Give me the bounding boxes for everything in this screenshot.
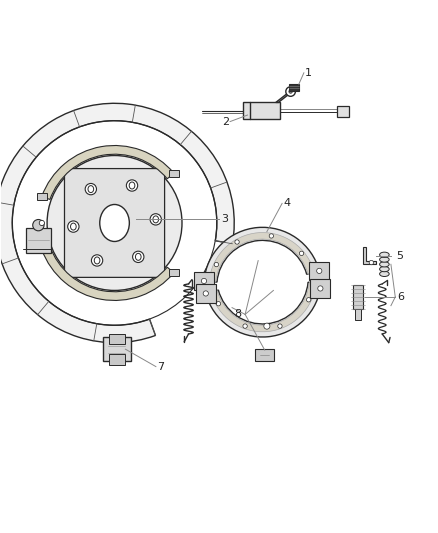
- Wedge shape: [42, 246, 174, 301]
- FancyBboxPatch shape: [103, 337, 131, 361]
- FancyBboxPatch shape: [109, 354, 124, 365]
- Circle shape: [318, 286, 323, 291]
- Wedge shape: [204, 228, 319, 282]
- Polygon shape: [363, 247, 376, 264]
- FancyBboxPatch shape: [196, 284, 216, 303]
- FancyBboxPatch shape: [26, 228, 50, 253]
- Circle shape: [369, 261, 374, 265]
- FancyBboxPatch shape: [194, 272, 214, 290]
- FancyBboxPatch shape: [355, 309, 361, 320]
- Circle shape: [85, 183, 96, 195]
- FancyBboxPatch shape: [255, 349, 274, 360]
- FancyBboxPatch shape: [289, 84, 299, 91]
- Circle shape: [92, 255, 103, 266]
- FancyBboxPatch shape: [169, 269, 179, 276]
- FancyBboxPatch shape: [353, 285, 364, 309]
- Polygon shape: [276, 92, 292, 102]
- Circle shape: [307, 297, 311, 302]
- Circle shape: [126, 180, 138, 191]
- FancyBboxPatch shape: [36, 193, 47, 200]
- Circle shape: [39, 220, 45, 225]
- FancyBboxPatch shape: [64, 168, 165, 277]
- Circle shape: [133, 251, 144, 263]
- Circle shape: [243, 324, 247, 328]
- FancyBboxPatch shape: [311, 279, 330, 297]
- Circle shape: [150, 214, 161, 225]
- Ellipse shape: [94, 257, 100, 264]
- Circle shape: [299, 251, 304, 255]
- Text: 1: 1: [305, 68, 312, 78]
- Circle shape: [269, 234, 274, 238]
- Wedge shape: [206, 282, 321, 337]
- Text: 2: 2: [222, 117, 229, 126]
- Circle shape: [278, 324, 282, 328]
- FancyBboxPatch shape: [36, 246, 47, 253]
- Circle shape: [286, 87, 295, 96]
- Wedge shape: [42, 146, 174, 199]
- Circle shape: [203, 291, 208, 296]
- Ellipse shape: [380, 252, 389, 257]
- Circle shape: [201, 278, 207, 284]
- Text: 7: 7: [157, 361, 164, 372]
- Circle shape: [235, 240, 239, 244]
- FancyBboxPatch shape: [109, 334, 124, 344]
- Text: 5: 5: [396, 251, 403, 261]
- Wedge shape: [0, 103, 234, 343]
- Ellipse shape: [135, 253, 141, 260]
- FancyBboxPatch shape: [336, 107, 349, 117]
- Ellipse shape: [129, 182, 135, 189]
- Text: 3: 3: [221, 214, 228, 224]
- Ellipse shape: [100, 205, 129, 241]
- Ellipse shape: [380, 266, 389, 272]
- Wedge shape: [209, 232, 314, 282]
- Circle shape: [289, 90, 292, 93]
- Circle shape: [216, 302, 221, 306]
- Circle shape: [33, 220, 44, 231]
- Ellipse shape: [88, 185, 94, 192]
- Ellipse shape: [380, 271, 389, 277]
- Circle shape: [317, 268, 322, 273]
- Ellipse shape: [380, 257, 389, 262]
- Circle shape: [264, 323, 270, 329]
- Ellipse shape: [153, 216, 159, 223]
- FancyBboxPatch shape: [169, 169, 179, 176]
- Text: 8: 8: [234, 309, 242, 319]
- FancyBboxPatch shape: [243, 102, 280, 119]
- Circle shape: [68, 221, 79, 232]
- Wedge shape: [211, 282, 316, 332]
- FancyBboxPatch shape: [309, 262, 329, 280]
- Circle shape: [214, 262, 219, 266]
- Circle shape: [47, 156, 182, 290]
- Ellipse shape: [380, 262, 389, 267]
- Text: 6: 6: [397, 292, 404, 302]
- Ellipse shape: [71, 223, 76, 230]
- Text: 4: 4: [283, 198, 290, 208]
